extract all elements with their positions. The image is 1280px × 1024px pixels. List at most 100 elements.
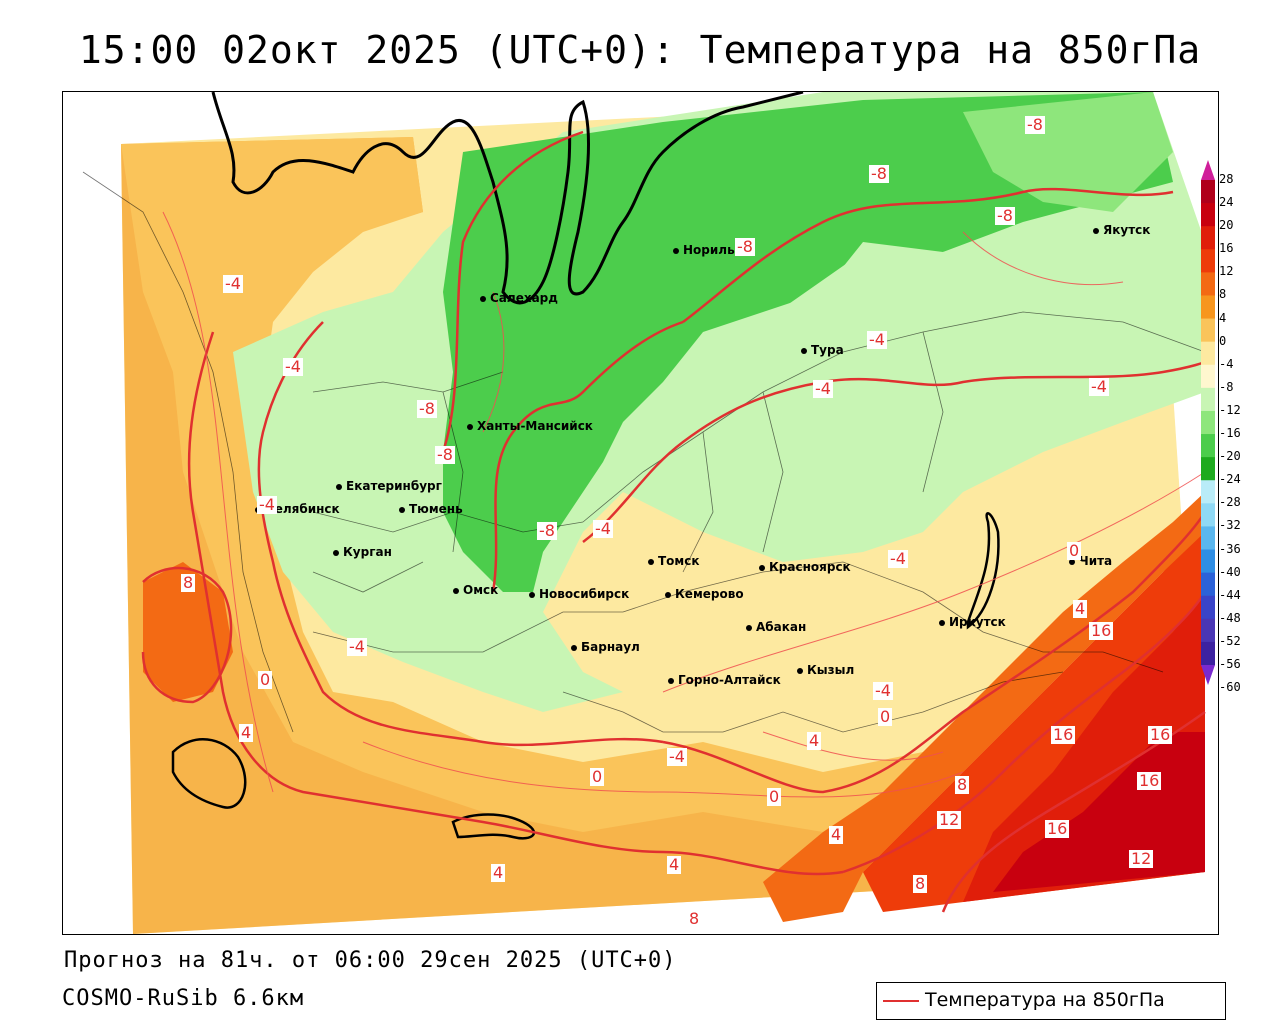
colorbar-tick-label: -44 <box>1219 587 1241 602</box>
city-dot-icon <box>333 549 339 556</box>
lake-baikal <box>966 512 1000 630</box>
contour-label: -8 <box>537 521 557 540</box>
city-marker: Омск <box>453 583 498 597</box>
city-label: Тюмень <box>409 502 463 516</box>
colorbar-swatch <box>1201 387 1215 412</box>
colorbar-swatch <box>1201 249 1215 273</box>
city-dot-icon <box>336 483 342 490</box>
city-label: Якутск <box>1103 223 1151 237</box>
model-name: COSMO-RuSib 6.6км <box>62 986 305 1011</box>
contour-label: 16 <box>1051 725 1076 744</box>
city-marker: Томск <box>648 554 700 568</box>
forecast-info: Прогноз на 81ч. от 06:00 29сен 2025 (UTC… <box>64 948 677 973</box>
coastline-black-sea <box>171 738 247 809</box>
contour-label: -4 <box>223 274 243 293</box>
legend-box: Температура на 850гПа <box>876 982 1226 1020</box>
contour-label: -4 <box>347 637 367 656</box>
colorbar-swatch <box>1201 526 1215 551</box>
colorbar-swatch <box>1201 503 1215 527</box>
colorbar-tick-label: -28 <box>1219 495 1241 510</box>
city-marker: Курган <box>333 545 392 559</box>
colorbar-tick-label: -60 <box>1219 680 1241 695</box>
coastline-arctic <box>211 92 804 305</box>
city-label: Томск <box>658 554 700 568</box>
city-marker: Екатеринбург <box>336 479 442 493</box>
colorbar-tick-label: -24 <box>1219 472 1241 487</box>
city-dot-icon <box>571 644 577 651</box>
colorbar-tick-label: 28 <box>1219 172 1234 186</box>
city-dot-icon <box>1069 558 1075 565</box>
colorbar-swatch <box>1201 226 1215 250</box>
contour-label: -8 <box>995 206 1015 225</box>
contour-label: 8 <box>913 874 928 893</box>
city-dot-icon <box>467 423 473 430</box>
city-label: Кызыл <box>807 663 855 677</box>
city-label: Ханты-Мансийск <box>477 419 593 433</box>
contour-label: -8 <box>735 237 755 256</box>
colorbar-swatch <box>1201 272 1215 296</box>
city-dot-icon <box>399 506 405 513</box>
colorbar-swatch <box>1201 295 1215 320</box>
city-marker: Горно-Алтайск <box>668 673 781 687</box>
contour-label: 12 <box>1129 849 1154 868</box>
coastline-lake-balkhash <box>451 813 536 840</box>
zone-mild-north <box>743 232 1205 492</box>
contour-label: -4 <box>873 681 893 700</box>
city-dot-icon <box>801 347 807 354</box>
contour-label: -8 <box>869 164 889 183</box>
colorbar-swatch <box>1201 480 1215 504</box>
city-marker: Кемерово <box>665 587 744 601</box>
contour-label: 0 <box>1067 541 1082 560</box>
contour-label: 16 <box>1089 621 1114 640</box>
city-label: Кемерово <box>675 587 744 601</box>
city-label: Тура <box>811 343 844 357</box>
colorbar-top-arrow <box>1201 160 1215 180</box>
colorbar-tick-label: 8 <box>1219 287 1227 302</box>
colorbar-swatch <box>1201 364 1215 389</box>
contour-label: 16 <box>1148 725 1173 744</box>
city-marker: Салехард <box>480 291 558 305</box>
colorbar-tick-label: -20 <box>1219 449 1241 464</box>
colorbar-tick-label: -40 <box>1219 564 1241 579</box>
contour-label: -4 <box>667 747 687 766</box>
city-label: Красноярск <box>769 560 851 574</box>
colorbar-tick-label: 16 <box>1219 241 1234 256</box>
city-marker: Красноярск <box>759 560 851 574</box>
city-marker: Новосибирск <box>529 587 629 601</box>
map-title: 15:00 02окт 2025 (UTC+0): Температура на… <box>78 28 1202 72</box>
city-label: Иркутск <box>949 615 1006 629</box>
contour-label: -4 <box>283 357 303 376</box>
city-label: Салехард <box>490 291 558 305</box>
contour-label: 16 <box>1137 771 1162 790</box>
colorbar-bottom-arrow <box>1201 665 1215 685</box>
colorbar-swatch <box>1201 618 1215 643</box>
city-dot-icon <box>648 558 654 565</box>
contour-label: 8 <box>181 573 196 592</box>
colorbar-swatch <box>1201 549 1215 574</box>
city-marker: Чита <box>1069 554 1112 568</box>
city-marker: Тура <box>801 343 844 357</box>
zone-warm-se <box>763 492 1205 922</box>
contour-label: -4 <box>813 379 833 398</box>
city-marker: Кызыл <box>797 663 854 677</box>
map-area: Якутск Норильск Салехард Тура Ханты-Манс… <box>62 91 1219 935</box>
city-label: Челябинск <box>265 502 340 516</box>
colorbar-tick-label: 0 <box>1219 333 1227 348</box>
colorbar-tick-label: -8 <box>1219 379 1234 394</box>
colorbar-tick-label: -52 <box>1219 633 1241 648</box>
colorbar-swatch <box>1201 457 1215 481</box>
contour-label: 4 <box>807 731 822 750</box>
contour-label: 4 <box>667 855 682 874</box>
colorbar-tick-label: 12 <box>1219 264 1234 279</box>
contour-label: 4 <box>491 863 506 882</box>
colorbar-tick-label: 4 <box>1219 310 1227 325</box>
colorbar-swatch <box>1201 410 1215 435</box>
zone-cold-ne <box>963 92 1173 212</box>
colorbar-swatch <box>1201 318 1215 343</box>
city-dot-icon <box>673 247 679 254</box>
zone-warm-blob-west <box>143 562 233 702</box>
colorbar-tick-label: 24 <box>1219 195 1234 210</box>
city-dot-icon <box>759 564 765 571</box>
isotherms-thin <box>162 211 1206 798</box>
city-label: Горно-Алтайск <box>678 673 781 687</box>
